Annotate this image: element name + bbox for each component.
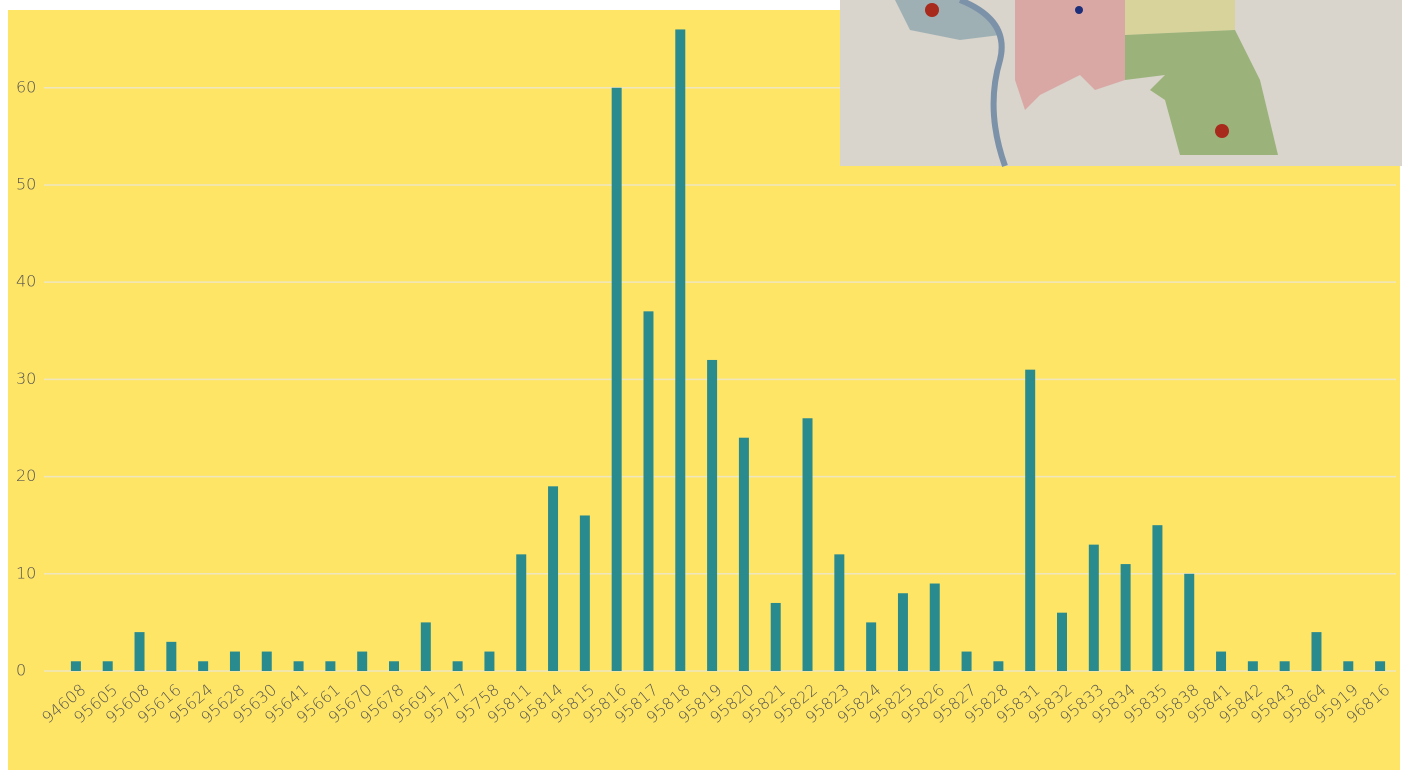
bar bbox=[675, 29, 686, 672]
bar bbox=[420, 622, 431, 671]
y-tick-label: 50 bbox=[16, 174, 36, 193]
bar bbox=[802, 418, 813, 671]
map-region bbox=[1125, 0, 1235, 35]
bar bbox=[1311, 632, 1322, 671]
bar bbox=[198, 661, 209, 671]
bar bbox=[611, 87, 622, 671]
bars bbox=[70, 29, 1386, 672]
bar bbox=[866, 622, 877, 671]
y-tick-label: 20 bbox=[16, 466, 36, 485]
bar bbox=[484, 651, 495, 671]
bar bbox=[1184, 573, 1195, 671]
map-marker bbox=[925, 3, 939, 17]
bar bbox=[134, 632, 145, 671]
bar bbox=[579, 515, 590, 671]
map-region bbox=[895, 0, 1000, 40]
bar bbox=[516, 554, 527, 671]
y-tick-label: 40 bbox=[16, 272, 36, 291]
bar bbox=[738, 437, 749, 671]
y-tick-label: 30 bbox=[16, 369, 36, 388]
bar bbox=[389, 661, 399, 671]
bar bbox=[1343, 661, 1354, 671]
bar bbox=[548, 486, 559, 671]
bar bbox=[1216, 651, 1227, 671]
bar bbox=[1120, 564, 1131, 671]
bar bbox=[102, 661, 113, 671]
bar bbox=[770, 602, 781, 671]
bar bbox=[325, 661, 336, 671]
bar bbox=[166, 641, 177, 671]
map-marker bbox=[1075, 6, 1083, 14]
bar bbox=[452, 661, 463, 671]
map-river bbox=[958, 0, 1008, 168]
y-tick-label: 0 bbox=[16, 661, 26, 680]
bar bbox=[929, 583, 940, 671]
y-tick-label: 60 bbox=[16, 77, 36, 96]
bar bbox=[1088, 544, 1099, 671]
map-photo bbox=[840, 0, 1402, 168]
bar bbox=[1057, 612, 1067, 671]
bar bbox=[961, 651, 972, 671]
bar bbox=[897, 593, 908, 671]
bar bbox=[1279, 661, 1290, 671]
map-region bbox=[1125, 30, 1278, 155]
bar bbox=[261, 651, 272, 671]
bar bbox=[293, 661, 304, 671]
bar bbox=[993, 661, 1004, 671]
bar bbox=[643, 311, 654, 671]
bar bbox=[1152, 525, 1163, 671]
bar bbox=[1025, 369, 1036, 671]
bar bbox=[1375, 661, 1386, 671]
y-tick-label: 10 bbox=[16, 563, 36, 582]
bar bbox=[707, 359, 718, 671]
map-region bbox=[1015, 0, 1125, 110]
bar bbox=[229, 651, 240, 671]
bar bbox=[70, 661, 81, 671]
bar bbox=[1247, 661, 1258, 671]
bar bbox=[834, 554, 845, 671]
map-marker bbox=[1215, 124, 1229, 138]
bar bbox=[357, 651, 368, 671]
